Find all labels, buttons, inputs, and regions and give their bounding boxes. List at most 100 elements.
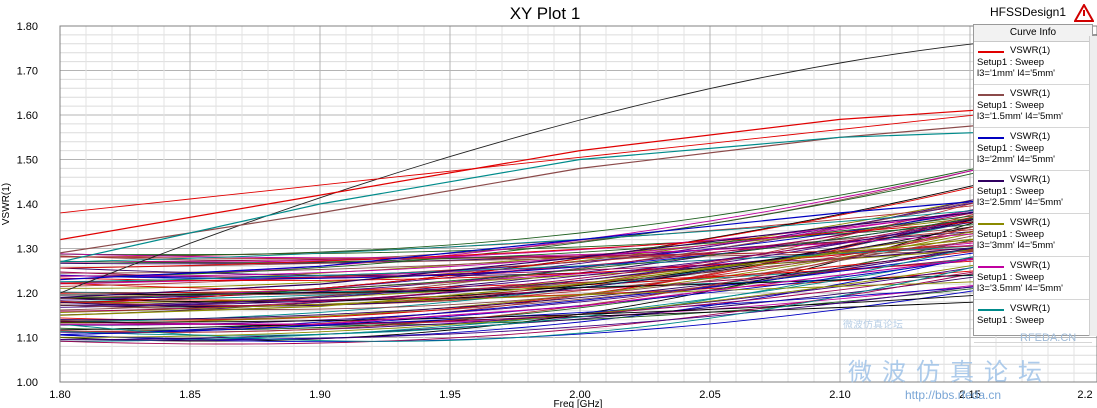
x-tick-label: 1.80 bbox=[49, 389, 70, 401]
sweep-curve bbox=[59, 221, 1097, 296]
watermark-small: 微波仿真论坛 bbox=[843, 320, 903, 331]
x-tick-label: 2.00 bbox=[569, 389, 590, 401]
legend-series-name: VSWR(1) bbox=[1010, 260, 1051, 271]
legend-params: l3='2mm' l4='5mm' bbox=[977, 154, 1055, 165]
chart-title: XY Plot 1 bbox=[510, 4, 581, 23]
sweep-curve bbox=[59, 276, 1097, 313]
sweep-curve bbox=[59, 225, 1097, 321]
legend-swatch bbox=[978, 309, 1004, 311]
sweep-curve bbox=[59, 192, 1097, 312]
y-tick-label: 1.40 bbox=[17, 199, 38, 211]
x-tick-label: 1.85 bbox=[179, 389, 200, 401]
sweep-curve bbox=[59, 237, 1097, 283]
y-tick-label: 1.20 bbox=[17, 288, 38, 300]
y-tick-label: 1.70 bbox=[17, 66, 38, 78]
sweep-curve bbox=[59, 270, 1097, 343]
legend-curves bbox=[59, 101, 1097, 325]
x-axis-label: Freq [GHz] bbox=[554, 399, 603, 408]
x-tick-label: 2.2 bbox=[1077, 389, 1092, 401]
x-tick-label: 1.90 bbox=[309, 389, 330, 401]
legend-params: l3='2.5mm' l4='5mm' bbox=[977, 197, 1063, 208]
legend-swatch bbox=[978, 223, 1004, 225]
x-axis: 1.80 1.85 1.90 1.95 2.00 2.05 2.10 2.15 2.2 bbox=[49, 389, 1092, 401]
plot-frame bbox=[59, 25, 1097, 383]
sweep-curve bbox=[59, 226, 1097, 282]
legend-setup: Setup1 : Sweep bbox=[977, 143, 1045, 154]
legend-series-name: VSWR(1) bbox=[1010, 45, 1051, 56]
x-tick-label: 2.10 bbox=[829, 389, 850, 401]
series-line bbox=[60, 243, 1097, 325]
watermark-url: http://bbs.rfeda.cn bbox=[905, 388, 1002, 402]
legend-swatch bbox=[978, 266, 1004, 268]
sweep-curve bbox=[59, 34, 1097, 294]
legend-swatch bbox=[978, 137, 1004, 139]
sweep-curve bbox=[60, 173, 1097, 289]
y-tick-label: 1.80 bbox=[17, 21, 38, 33]
legend-series-name: VSWR(1) bbox=[1010, 217, 1051, 228]
sweep-curve bbox=[59, 268, 1097, 341]
sweep-curve bbox=[59, 226, 1097, 340]
ansoft-logo-icon bbox=[1074, 4, 1094, 22]
y-axis: 1.80 1.70 1.60 1.50 1.40 1.30 1.20 1.10 1.00 bbox=[17, 21, 38, 389]
legend-entry[interactable]: VSWR(1) Setup1 : Sweep bbox=[974, 300, 1092, 343]
series-line bbox=[59, 199, 1097, 299]
sweep-curve bbox=[59, 143, 1097, 277]
legend-title: Curve Info bbox=[974, 25, 1092, 42]
y-axis-label: VSWR(1) bbox=[1, 183, 12, 225]
legend-params: l3='1.5mm' l4='5mm' bbox=[977, 111, 1063, 122]
legend-entry[interactable]: VSWR(1) Setup1 : Sweep l3='3mm' l4='5mm' bbox=[974, 214, 1092, 257]
legend-series-name: VSWR(1) bbox=[1010, 174, 1051, 185]
series-line bbox=[59, 225, 1097, 316]
sweep-curve bbox=[59, 101, 1097, 214]
y-tick-label: 1.00 bbox=[17, 377, 38, 389]
sweep-curve bbox=[59, 224, 1097, 326]
sweep-curve bbox=[59, 235, 1097, 342]
design-name: HFSSDesign1 bbox=[990, 5, 1067, 19]
y-tick-label: 1.50 bbox=[17, 155, 38, 167]
x-tick-label: 2.15 bbox=[959, 389, 980, 401]
sweep-curve bbox=[59, 191, 1097, 306]
sweep-curve bbox=[59, 195, 1097, 263]
watermark-text: 微波仿真论坛 bbox=[848, 358, 1052, 386]
legend-entry[interactable]: VSWR(1) Setup1 : Sweep l3='2mm' l4='5mm' bbox=[974, 128, 1092, 171]
sweep-curve bbox=[59, 233, 1097, 336]
series-line bbox=[59, 114, 1097, 254]
legend-swatch bbox=[978, 94, 1004, 96]
legend-swatch bbox=[978, 180, 1004, 182]
sweep-curve bbox=[60, 286, 1097, 323]
curve-info-legend[interactable]: Curve Info VSWR(1) Setup1 : Sweep l3='1mm'… bbox=[973, 24, 1093, 343]
y-tick-label: 1.60 bbox=[17, 110, 38, 122]
series-line bbox=[59, 101, 1097, 241]
legend-scrollbar[interactable] bbox=[1089, 36, 1097, 336]
y-tick-label: 1.30 bbox=[17, 244, 38, 256]
legend-series-name: VSWR(1) bbox=[1010, 303, 1051, 314]
legend-setup: Setup1 : Sweep bbox=[977, 272, 1045, 283]
legend-setup: Setup1 : Sweep bbox=[977, 229, 1045, 240]
legend-params: l3='3.5mm' l4='5mm' bbox=[977, 283, 1063, 294]
watermark-site: RFEDA.CN bbox=[1020, 332, 1077, 344]
legend-setup: Setup1 : Sweep bbox=[977, 57, 1045, 68]
series-line bbox=[59, 127, 1097, 263]
legend-params: l3='1mm' l4='5mm' bbox=[977, 68, 1055, 79]
sweep-curve bbox=[59, 248, 1097, 345]
legend-swatch bbox=[978, 51, 1004, 53]
sweep-curve bbox=[59, 199, 1097, 264]
sweep-curves bbox=[59, 34, 1097, 345]
sweep-curve bbox=[59, 198, 1097, 308]
legend-entry[interactable]: VSWR(1) Setup1 : Sweep l3='1mm' l4='5mm' bbox=[974, 42, 1092, 85]
legend-entry[interactable]: VSWR(1) Setup1 : Sweep l3='1.5mm' l4='5mm' bbox=[974, 85, 1092, 128]
sweep-curve bbox=[59, 196, 1097, 299]
series-line bbox=[59, 190, 1097, 281]
legend-setup: Setup1 : Sweep bbox=[977, 100, 1045, 111]
sweep-curve bbox=[59, 140, 1097, 256]
x-tick-label: 2.05 bbox=[699, 389, 720, 401]
legend-setup: Setup1 : Sweep bbox=[977, 315, 1045, 326]
legend-entry[interactable]: VSWR(1) Setup1 : Sweep l3='2.5mm' l4='5mm' bbox=[974, 171, 1092, 214]
sweep-curve bbox=[59, 243, 1097, 303]
y-tick-label: 1.10 bbox=[17, 333, 38, 345]
legend-setup: Setup1 : Sweep bbox=[977, 186, 1045, 197]
legend-params: l3='3mm' l4='5mm' bbox=[977, 240, 1055, 251]
legend-entry[interactable]: VSWR(1) Setup1 : Sweep l3='3.5mm' l4='5mm' bbox=[974, 257, 1092, 300]
legend-series-name: VSWR(1) bbox=[1010, 88, 1051, 99]
legend-series-name: VSWR(1) bbox=[1010, 131, 1051, 142]
